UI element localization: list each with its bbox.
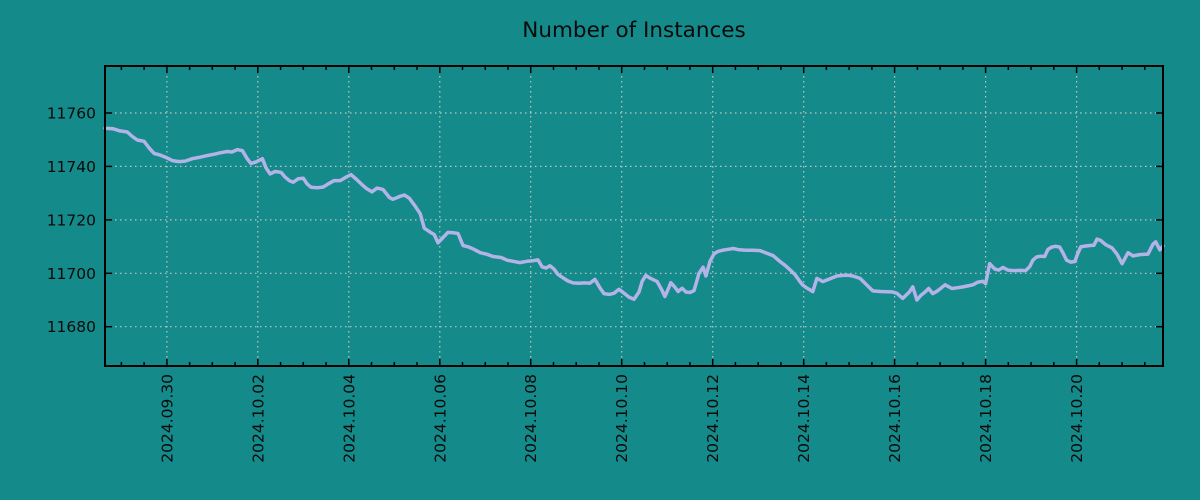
x-tick-label: 2024.10.10: [613, 374, 631, 463]
tick-labels: 11680 11700 11720 11740 11760 2024.09.30 2024.…: [47, 105, 1086, 463]
x-tick-label: 2024.10.06: [431, 374, 449, 463]
x-tick-label: 2024.10.14: [795, 374, 813, 463]
x-tick-label: 2024.10.02: [249, 374, 267, 463]
x-tick-label: 2024.10.04: [340, 374, 358, 463]
x-tick-label: 2024.10.12: [704, 374, 722, 463]
gridlines: [105, 66, 1163, 366]
chart-title: Number of Instances: [522, 18, 745, 43]
series-line: [103, 126, 1165, 302]
x-tick-label: 2024.10.08: [522, 374, 540, 463]
y-tick-label: 11740: [47, 158, 96, 176]
x-tick-label: 2024.09.30: [158, 374, 176, 463]
plot-border: [104, 65, 1164, 367]
y-tick-label: 11760: [47, 105, 96, 123]
x-tick-label: 2024.10.20: [1068, 374, 1086, 463]
y-tick-label: 11680: [47, 318, 96, 336]
data-series: [103, 126, 1165, 302]
x-tick-label: 2024.10.18: [977, 374, 995, 463]
y-tick-label: 11720: [47, 211, 96, 229]
axes-and-ticks: [104, 65, 1164, 367]
x-tick-label: 2024.10.16: [886, 374, 904, 463]
y-tick-label: 11700: [47, 265, 96, 283]
